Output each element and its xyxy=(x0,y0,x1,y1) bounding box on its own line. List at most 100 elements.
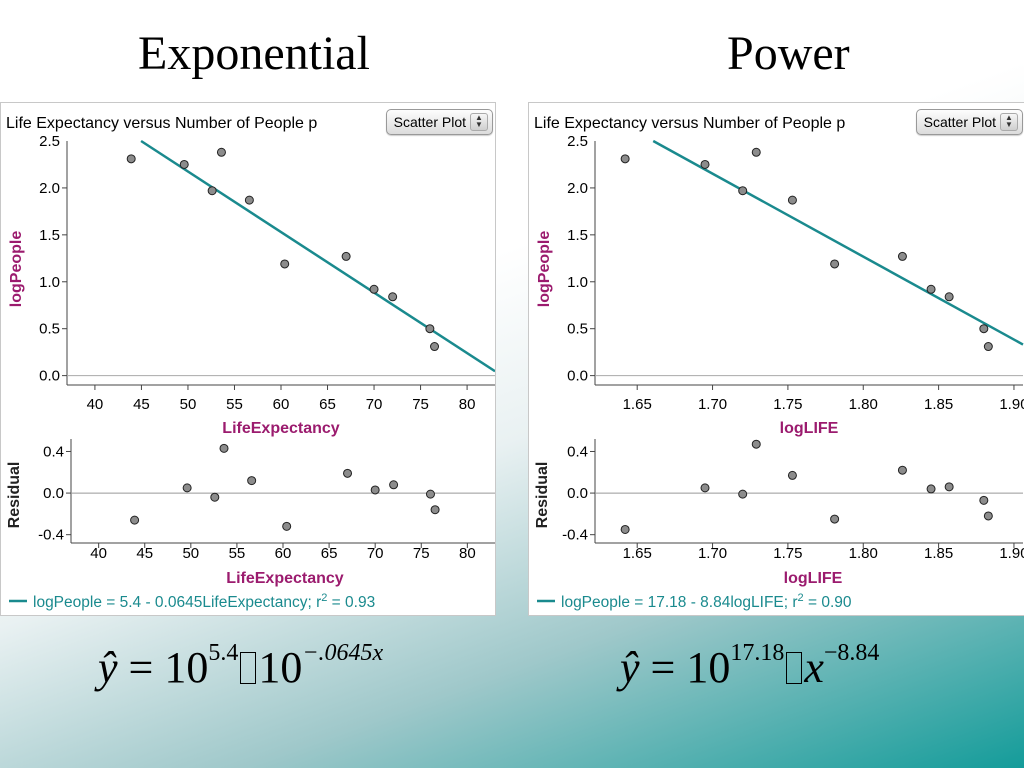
x-tick-label: 1.85 xyxy=(924,396,953,413)
select-arrows-icon: ▲ ▼ xyxy=(1000,113,1018,131)
x-tick-label: 1.80 xyxy=(849,396,878,413)
data-point xyxy=(983,342,993,352)
formula-exponent: −.0645x xyxy=(302,640,384,666)
residual-y-tick-label: 0.0 xyxy=(567,485,588,502)
residual-point xyxy=(343,468,353,478)
data-point xyxy=(179,159,189,169)
residual-point xyxy=(926,484,936,494)
exponential-plot-panel: 0.0 0.5 1.0 1.5 2.0 2.5 40 45 50 55 60 65 70 75 80 logP… xyxy=(0,102,496,616)
plot-title: Life Expectancy versus Number of People … xyxy=(6,115,318,132)
data-point xyxy=(979,324,989,334)
title-exponential: Exponential xyxy=(138,27,370,80)
plot-type-select[interactable]: Scatter Plot ▲ ▼ xyxy=(915,109,1023,135)
missing-glyph-box xyxy=(786,652,803,684)
power-chart-svg: 0.0 0.5 1.0 1.5 2.0 2.5 1.65 1.70 1.75 1.80 1.85 1.… xyxy=(534,133,1024,611)
residual-point xyxy=(830,514,840,524)
equation-exponent: 2 xyxy=(798,592,804,604)
y-tick-label: 0.5 xyxy=(567,321,588,338)
formula-exponent: 17.18 xyxy=(730,640,785,666)
residual-x-tick-label: 1.70 xyxy=(698,545,727,562)
regression-equation: logPeople = 5.4 - 0.0645LifeExpectancy; … xyxy=(33,592,375,611)
residual-x-tick-label: 45 xyxy=(136,545,153,562)
x-axis-label: logLIFE xyxy=(780,420,839,437)
data-point xyxy=(126,154,136,164)
plot-type-select[interactable]: Scatter Plot ▲ ▼ xyxy=(385,109,493,135)
formula-yhat: ŷ xyxy=(620,643,640,692)
x-tick-label: 1.70 xyxy=(698,396,727,413)
residual-point xyxy=(979,495,989,505)
residual-point xyxy=(219,443,229,453)
x-tick-label: 65 xyxy=(319,396,336,413)
data-point xyxy=(388,292,398,302)
residual-point xyxy=(210,492,220,502)
residual-x-tick-label: 1.85 xyxy=(924,545,953,562)
residual-x-tick-label: 65 xyxy=(321,545,338,562)
residual-point xyxy=(751,439,761,449)
data-point xyxy=(926,284,936,294)
y-tick-label: 0.0 xyxy=(567,368,588,385)
residual-y-tick-label: -0.4 xyxy=(38,527,64,544)
residual-point xyxy=(389,480,399,490)
residual-point xyxy=(620,524,630,534)
x-tick-label: 1.75 xyxy=(773,396,802,413)
residual-x-tick-label: 1.80 xyxy=(849,545,878,562)
x-tick-label: 55 xyxy=(226,396,243,413)
y-axis-label: logPeople xyxy=(8,231,25,308)
residual-x-tick-label: 75 xyxy=(413,545,430,562)
residual-point xyxy=(430,505,440,515)
x-tick-label: 45 xyxy=(133,396,150,413)
formula-equals: = xyxy=(128,643,154,692)
residual-point xyxy=(182,483,192,493)
data-point xyxy=(751,147,761,157)
y-tick-label: 0.0 xyxy=(39,368,60,385)
data-point xyxy=(620,154,630,164)
data-point xyxy=(430,342,440,352)
residual-point xyxy=(738,489,748,499)
data-point xyxy=(280,259,290,269)
residual-x-tick-label: 80 xyxy=(459,545,476,562)
x-tick-label: 70 xyxy=(366,396,383,413)
formula-base: 10 xyxy=(258,643,303,692)
y-tick-label: 1.0 xyxy=(39,274,60,291)
residual-y-tick-label: 0.0 xyxy=(43,485,64,502)
residual-point xyxy=(944,482,954,492)
x-tick-label: 60 xyxy=(273,396,290,413)
equation-main: logPeople = 5.4 - 0.0645LifeExpectancy; … xyxy=(33,594,321,611)
x-tick-label: 75 xyxy=(412,396,429,413)
residual-x-tick-label: 60 xyxy=(275,545,292,562)
formula-variable: x xyxy=(804,643,824,692)
data-point xyxy=(216,147,226,157)
plot-type-label: Scatter Plot xyxy=(393,114,466,130)
formula-equals: = xyxy=(650,643,676,692)
residual-point xyxy=(897,465,907,475)
regression-equation: logPeople = 17.18 - 8.84logLIFE; r2 = 0.… xyxy=(561,592,852,611)
select-arrows-icon: ▲ ▼ xyxy=(470,113,488,131)
data-point xyxy=(425,324,435,334)
residual-point xyxy=(983,511,993,521)
y-tick-label: 2.5 xyxy=(567,133,588,150)
data-point xyxy=(944,292,954,302)
x-tick-label: 40 xyxy=(87,396,104,413)
residual-y-tick-label: 0.4 xyxy=(567,443,588,460)
residual-point xyxy=(130,515,140,525)
x-tick-label: 1.65 xyxy=(623,396,652,413)
residual-x-tick-label: 1.75 xyxy=(773,545,802,562)
data-point xyxy=(787,195,797,205)
y-tick-label: 2.0 xyxy=(39,180,60,197)
y-tick-label: 1.5 xyxy=(39,227,60,244)
formula-exponent: −8.84 xyxy=(823,640,880,666)
formula-yhat: ŷ xyxy=(98,643,118,692)
residual-x-axis-label: logLIFE xyxy=(784,570,843,587)
formula-exponent: 5.4 xyxy=(208,640,239,666)
residual-point xyxy=(282,521,292,531)
y-axis-label: logPeople xyxy=(536,231,553,308)
residual-x-axis-label: LifeExpectancy xyxy=(226,570,343,587)
y-tick-label: 2.0 xyxy=(567,180,588,197)
residual-x-tick-label: 40 xyxy=(90,545,107,562)
equation-r-value: = 0.93 xyxy=(327,594,375,611)
formula-base: 10 xyxy=(164,643,209,692)
exponential-formula: ŷ = 105.4 10−.0645x xyxy=(98,640,383,693)
residual-x-tick-label: 1.65 xyxy=(623,545,652,562)
data-point xyxy=(244,195,254,205)
data-point xyxy=(341,251,351,261)
